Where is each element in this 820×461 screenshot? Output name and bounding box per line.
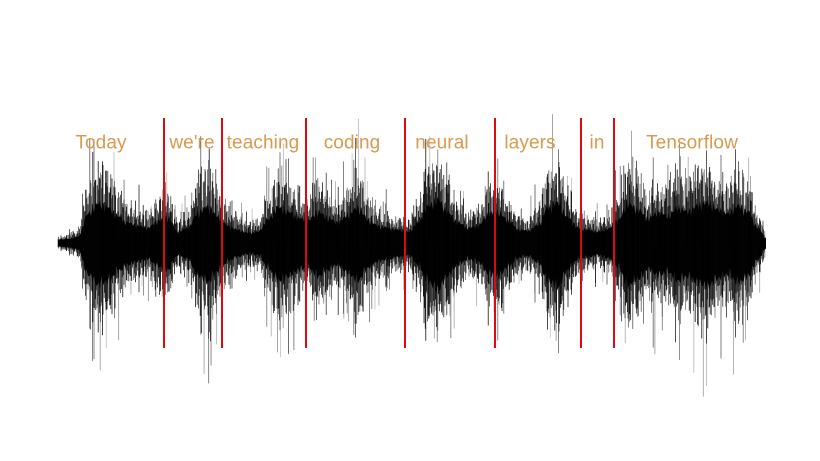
word-label-teaching: teaching xyxy=(226,132,300,154)
word-label-in: in xyxy=(589,132,605,154)
word-label-were: we're xyxy=(169,132,215,154)
boundary-4[interactable] xyxy=(404,118,406,348)
boundary-7[interactable] xyxy=(613,118,615,348)
boundary-5[interactable] xyxy=(494,118,496,348)
boundary-1[interactable] xyxy=(163,118,165,348)
word-label-today: Today xyxy=(75,132,127,154)
boundary-2[interactable] xyxy=(221,118,223,348)
word-label-coding: coding xyxy=(323,132,381,154)
boundary-6[interactable] xyxy=(580,118,582,348)
word-label-neural: neural xyxy=(415,132,469,154)
word-label-layers: layers xyxy=(504,132,556,154)
word-label-tensorflow: Tensorflow xyxy=(646,132,738,154)
boundary-3[interactable] xyxy=(305,118,307,348)
